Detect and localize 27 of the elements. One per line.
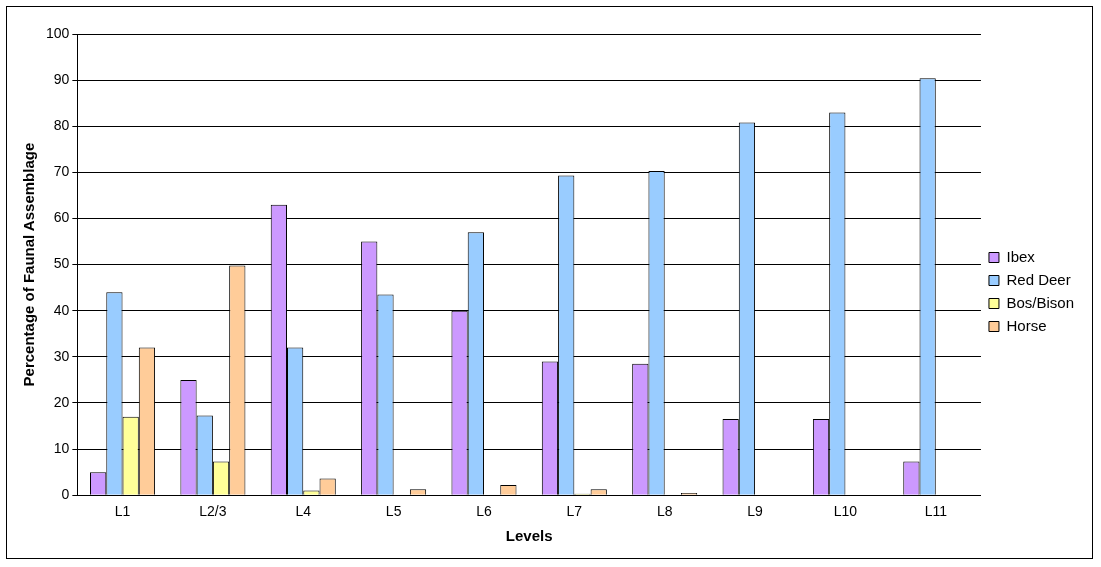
y-tick-label: 10 bbox=[53, 439, 70, 456]
x-axis-title: Levels bbox=[505, 527, 553, 545]
y-tick-label: 40 bbox=[53, 301, 70, 318]
x-tick-label: L2/3 bbox=[199, 503, 227, 520]
legend-label: Ibex bbox=[1006, 247, 1036, 265]
x-tick-label: L7 bbox=[566, 503, 583, 520]
y-tick-label: 30 bbox=[53, 347, 70, 364]
x-tick-label: L11 bbox=[924, 503, 948, 520]
y-tick-label: 90 bbox=[53, 70, 70, 87]
legend-label: Bos/Bison bbox=[1006, 293, 1075, 311]
x-tick-label: L5 bbox=[385, 503, 402, 520]
y-tick-label: 60 bbox=[53, 209, 70, 226]
x-tick-label: L10 bbox=[833, 503, 858, 520]
y-tick-label: 50 bbox=[53, 255, 70, 272]
x-tick-label: L8 bbox=[656, 503, 673, 520]
y-tick-label: 80 bbox=[53, 117, 70, 134]
y-tick-label: 0 bbox=[61, 486, 70, 503]
legend-label: Red Deer bbox=[1006, 270, 1071, 288]
x-tick-label: L6 bbox=[476, 503, 492, 520]
x-tick-label: L9 bbox=[747, 503, 764, 520]
y-tick-label: 100 bbox=[46, 24, 70, 41]
x-tick-label: L4 bbox=[295, 503, 312, 520]
y-axis-title: Percentage of Faunal Assemblage bbox=[20, 142, 38, 387]
x-tick-label: L1 bbox=[114, 503, 131, 520]
y-tick-label: 70 bbox=[53, 163, 70, 180]
legend-label: Horse bbox=[1006, 316, 1047, 334]
y-tick-label: 20 bbox=[53, 393, 70, 410]
